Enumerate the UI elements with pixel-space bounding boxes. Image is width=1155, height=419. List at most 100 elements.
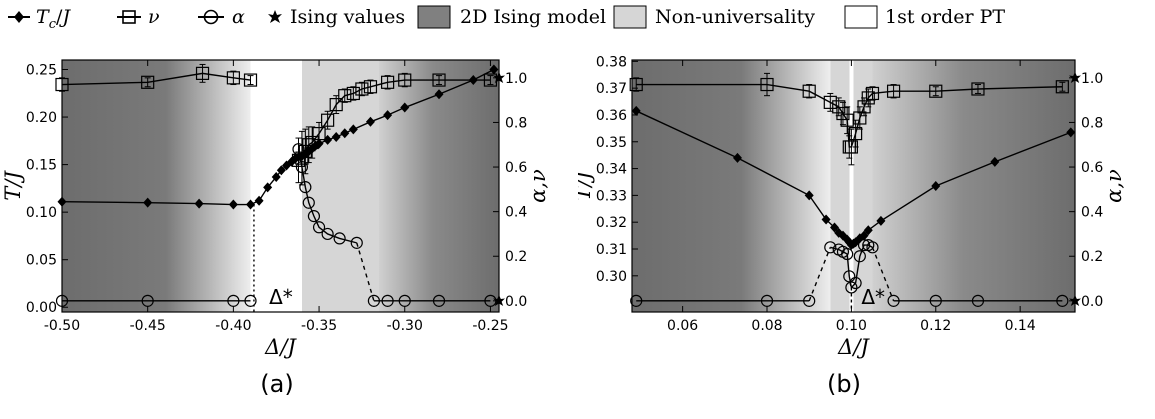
nu-point bbox=[321, 113, 335, 127]
y-left-axis-title: T/J bbox=[578, 170, 595, 201]
y-left-tick-label: 0.05 bbox=[26, 253, 57, 269]
ising-value-marker bbox=[493, 294, 505, 307]
ising-value-marker bbox=[1069, 71, 1081, 84]
nu-point bbox=[971, 82, 985, 96]
tc-point bbox=[732, 152, 742, 163]
x-tick-label: -0.35 bbox=[301, 318, 337, 334]
y-left-tick-label: 0.30 bbox=[596, 269, 627, 285]
y-left-tick-label: 0.38 bbox=[596, 54, 627, 70]
svg-text:Tc/J: Tc/J bbox=[36, 6, 71, 32]
tc-point bbox=[931, 181, 941, 191]
legend-label-first-order: 1st order PT bbox=[885, 6, 1005, 28]
x-tick-label: -0.45 bbox=[130, 318, 166, 334]
alpha-point bbox=[853, 250, 866, 263]
chart-legend: Tc/J ν α Ising values 2D Ising model Non… bbox=[8, 5, 1005, 32]
nu-point bbox=[381, 75, 395, 89]
legend-label-nu: ν bbox=[148, 6, 160, 28]
plot-frame bbox=[61, 59, 500, 313]
nu-point bbox=[302, 138, 316, 152]
tc-point bbox=[276, 165, 286, 176]
nu-point bbox=[823, 95, 837, 109]
x-tick-label: 0.14 bbox=[1005, 318, 1036, 334]
nu-point bbox=[760, 77, 774, 92]
tc-point bbox=[271, 171, 281, 182]
y-right-axis-title: α,ν bbox=[526, 169, 550, 203]
panel-caption: (a) bbox=[260, 370, 293, 398]
tc-point bbox=[57, 196, 67, 207]
x-tick-label: -0.50 bbox=[44, 318, 80, 334]
nu-point bbox=[802, 84, 816, 98]
x-tick-label: -0.25 bbox=[472, 318, 508, 334]
alpha-point bbox=[1056, 294, 1069, 307]
y-left-tick-label: 0.37 bbox=[596, 81, 627, 97]
alpha-point bbox=[367, 294, 380, 307]
delta-star-annotation: Δ* bbox=[861, 285, 885, 309]
x-tick-label: 0.08 bbox=[751, 318, 782, 334]
tc-point bbox=[400, 102, 410, 113]
legend-item-2d-ising: 2D Ising model bbox=[417, 5, 606, 29]
nu-point bbox=[243, 73, 258, 87]
nu-point bbox=[929, 84, 943, 98]
alpha-point bbox=[760, 294, 774, 307]
legend-label-ising: Ising values bbox=[290, 6, 405, 28]
tc-point bbox=[254, 195, 264, 206]
nu-point bbox=[346, 86, 360, 101]
plot-frame bbox=[631, 59, 1076, 313]
y-right-tick-label: 0.0 bbox=[1081, 294, 1103, 310]
tc-point bbox=[194, 198, 204, 209]
tc-point bbox=[365, 116, 375, 127]
alpha-point bbox=[55, 294, 69, 307]
x-axis-title: Δ/J bbox=[264, 335, 297, 359]
alpha-point bbox=[971, 294, 985, 307]
alpha-point bbox=[312, 221, 326, 234]
y-left-tick-label: 0.25 bbox=[26, 63, 57, 79]
alpha-point bbox=[292, 143, 305, 156]
tc-point bbox=[855, 233, 865, 244]
alpha-point bbox=[398, 294, 411, 307]
nu-point bbox=[629, 77, 643, 92]
legend-label-alpha: α bbox=[232, 6, 245, 28]
alpha-point bbox=[381, 294, 394, 307]
alpha-point bbox=[333, 232, 346, 245]
legend-item-first-order: 1st order PT bbox=[844, 5, 1005, 29]
y-right-axis-title: α,ν bbox=[1102, 169, 1126, 203]
delta-star-annotation: Δ* bbox=[269, 285, 293, 309]
alpha-line-dashed-right bbox=[871, 247, 895, 302]
tc-point bbox=[990, 156, 1000, 167]
legend-item-tc: Tc/J bbox=[8, 6, 71, 32]
nu-point bbox=[355, 82, 369, 96]
alpha-point bbox=[299, 181, 312, 194]
legend-item-non-universality: Non-universality bbox=[613, 5, 815, 29]
nu-point bbox=[312, 126, 326, 141]
tc-point bbox=[863, 225, 873, 236]
y-right-tick-label: 0.8 bbox=[505, 115, 527, 131]
y-right-tick-label: 0.4 bbox=[505, 205, 527, 221]
nu-point bbox=[865, 86, 880, 101]
alpha-point bbox=[295, 160, 309, 174]
tc-point bbox=[631, 105, 641, 116]
legend-label-2d-ising: 2D Ising model bbox=[460, 6, 606, 28]
y-left-tick-label: 0.20 bbox=[26, 110, 57, 126]
ising-value-marker bbox=[493, 71, 505, 84]
nu-point bbox=[886, 84, 901, 98]
nu-point bbox=[55, 77, 69, 92]
tc-point bbox=[228, 199, 238, 210]
tc-point bbox=[263, 182, 273, 193]
y-left-tick-label: 0.31 bbox=[596, 242, 627, 258]
x-tick-label: -0.40 bbox=[215, 318, 251, 334]
alpha-point bbox=[244, 294, 257, 307]
tc-point bbox=[331, 132, 341, 143]
x-tick-label: -0.30 bbox=[387, 318, 423, 334]
y-left-tick-label: 0.33 bbox=[596, 188, 627, 204]
legend-item-alpha: α bbox=[198, 6, 245, 28]
y-right-tick-label: 0.0 bbox=[505, 294, 527, 310]
alpha-point bbox=[302, 196, 315, 209]
legend-label-non-universality: Non-universality bbox=[655, 6, 815, 28]
tc-point bbox=[1066, 127, 1076, 138]
chart-panel-b: 0.06 0.08 0.10 0.12 0.14 0.30 0.31 0.32 0.33 0.34… bbox=[578, 54, 1126, 398]
alpha-point bbox=[227, 294, 240, 307]
nu-point bbox=[141, 75, 155, 89]
tc-point bbox=[876, 215, 886, 226]
y-right-tick-label: 1.0 bbox=[505, 71, 527, 87]
tc-point bbox=[434, 89, 444, 100]
